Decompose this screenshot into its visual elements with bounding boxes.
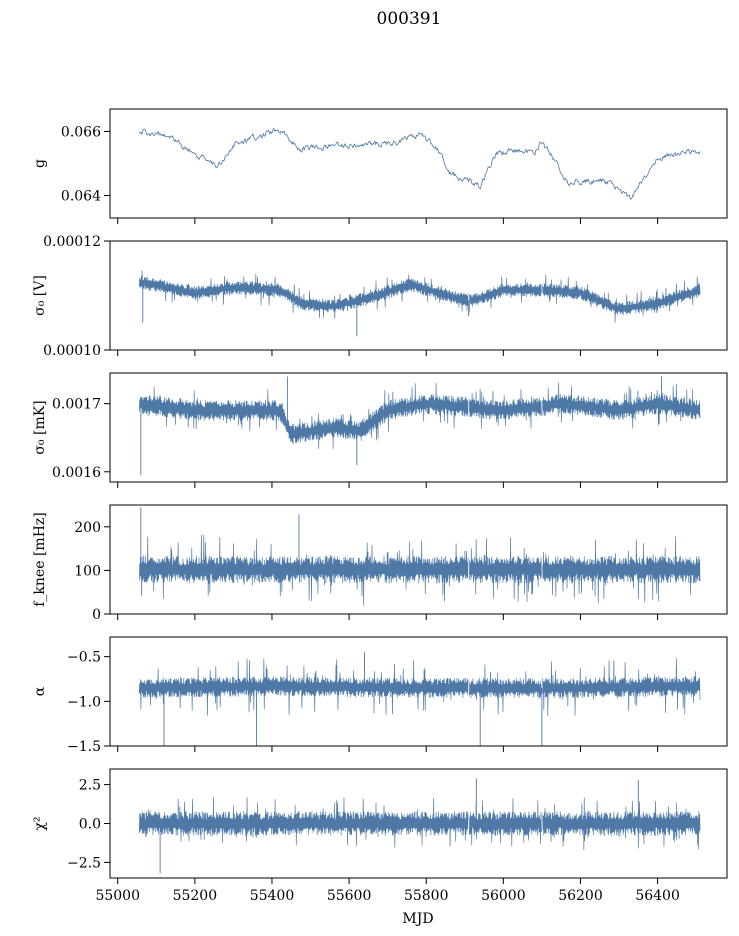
- y-tick-label: 0.0016: [52, 465, 101, 481]
- series-line-sigma0-volt: [138, 270, 701, 323]
- x-tick-label: 55000: [95, 888, 140, 904]
- axes-frame: [109, 372, 728, 483]
- y-axis-label: σ₀ [mK]: [32, 400, 48, 454]
- y-tick-label: 0.0017: [52, 397, 101, 413]
- series-line-alpha: [138, 657, 701, 717]
- panel-g: 0.064 0.066 g: [32, 108, 728, 224]
- y-tick-label: 200: [74, 520, 101, 536]
- y-tick-label: −0.5: [67, 650, 101, 666]
- panel-fknee: 0 100 200 f_knee [mHz]: [32, 504, 728, 623]
- series-line-fknee: [138, 534, 701, 606]
- panel-chi2: −2.5 0.0 2.5 χ² 55000 55200 55400 55600 55800 560…: [32, 768, 728, 904]
- y-tick-label: −1.5: [67, 739, 101, 755]
- y-tick-label: 0.064: [61, 189, 101, 205]
- series-line-g: [138, 127, 701, 200]
- x-tick-label: 55800: [404, 888, 449, 904]
- x-tick-label: 55400: [250, 888, 295, 904]
- x-tick-label: 56000: [481, 888, 526, 904]
- panel-sigma0-volt: 0.00010 0.00012 σ₀ [V]: [32, 234, 728, 359]
- series-line-chi2: [138, 797, 701, 850]
- axes-frame: [109, 240, 728, 351]
- axes-frame: [109, 636, 728, 747]
- y-axis-label: f_knee [mHz]: [32, 512, 48, 607]
- y-tick-label: −1.0: [67, 694, 101, 710]
- x-tick-label: 55200: [173, 888, 218, 904]
- x-axis-label: MJD: [402, 911, 433, 927]
- y-tick-label: 0.00010: [43, 343, 101, 359]
- axes-frame: [109, 504, 728, 615]
- axes-frame: [109, 108, 728, 219]
- x-tick-label: 56400: [635, 888, 680, 904]
- x-tick-label: 55600: [327, 888, 372, 904]
- x-tick-label: 56200: [558, 888, 603, 904]
- figure-title: 000391: [377, 9, 442, 29]
- y-axis-label: g: [32, 159, 48, 168]
- y-axis-label: χ²: [32, 816, 48, 830]
- y-tick-label: 100: [74, 563, 101, 579]
- y-tick-label: 0.066: [61, 124, 101, 140]
- y-tick-label: 0.0: [79, 817, 101, 833]
- y-tick-label: 0: [92, 607, 101, 623]
- y-tick-label: 2.5: [79, 778, 101, 794]
- y-tick-label: 0.00012: [43, 234, 101, 250]
- series-line-sigma0-temp: [138, 382, 701, 449]
- y-tick-label: −2.5: [67, 855, 101, 871]
- panel-alpha: −1.5 −1.0 −0.5 α: [32, 636, 728, 755]
- y-axis-label: σ₀ [V]: [32, 275, 48, 316]
- y-axis-label: α: [32, 686, 48, 696]
